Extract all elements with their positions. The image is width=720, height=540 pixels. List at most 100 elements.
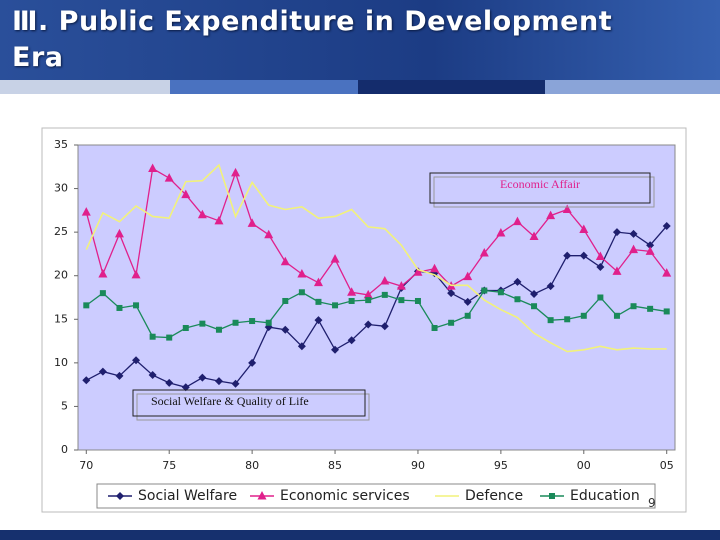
marker (81, 207, 91, 216)
marker (430, 263, 440, 273)
footer-bar (0, 530, 720, 540)
marker (563, 251, 572, 260)
marker (181, 189, 191, 199)
marker (149, 333, 156, 340)
marker (165, 378, 174, 387)
marker (364, 320, 373, 329)
marker (549, 493, 555, 499)
marker (166, 334, 173, 341)
y-tick-label: 20 (54, 269, 68, 282)
marker (114, 228, 124, 238)
marker (662, 268, 672, 277)
marker (662, 222, 671, 231)
marker (98, 367, 107, 376)
marker (248, 358, 257, 367)
marker (281, 325, 290, 334)
marker (247, 218, 257, 227)
marker (479, 248, 489, 257)
marker (513, 277, 522, 286)
marker (315, 298, 322, 305)
legend-label: Defence (465, 488, 523, 504)
marker (99, 290, 106, 297)
slide-title: Ⅲ. Public Expenditure in Development Era (12, 6, 613, 73)
marker (181, 383, 190, 392)
legend-label: Economic services (280, 488, 410, 504)
stripe (0, 80, 170, 94)
marker (529, 231, 539, 240)
marker (214, 377, 223, 386)
y-tick-label: 10 (54, 356, 68, 369)
marker (447, 289, 456, 298)
y-tick-label: 35 (54, 138, 68, 151)
marker (562, 204, 572, 213)
annotation-box (132, 389, 366, 417)
x-tick-label: 75 (162, 459, 176, 472)
marker (282, 297, 289, 304)
marker (380, 322, 389, 331)
marker (413, 267, 423, 276)
marker (630, 303, 637, 310)
marker (463, 271, 473, 281)
marker (613, 312, 620, 319)
marker (264, 229, 274, 239)
marker (496, 228, 506, 237)
marker (198, 373, 207, 382)
marker (214, 215, 224, 225)
marker (463, 297, 472, 306)
marker (332, 302, 339, 309)
marker (497, 289, 504, 296)
annotation-shadow (136, 393, 370, 421)
marker (249, 318, 256, 325)
marker (398, 297, 405, 304)
marker (164, 173, 174, 182)
marker (579, 251, 588, 260)
y-tick-label: 15 (54, 312, 68, 325)
stripe (170, 80, 358, 94)
marker (380, 275, 390, 285)
marker (182, 325, 189, 331)
marker (596, 263, 605, 271)
marker (647, 305, 654, 312)
marker (298, 289, 305, 296)
marker (132, 356, 141, 365)
marker (116, 492, 124, 500)
marker (580, 312, 587, 319)
marker (348, 297, 355, 304)
y-tick-label: 5 (61, 399, 68, 412)
x-tick-label: 95 (494, 459, 508, 472)
marker (530, 290, 539, 299)
marker (365, 297, 372, 304)
marker (564, 316, 571, 323)
marker (330, 254, 340, 263)
marker (612, 228, 621, 237)
x-tick-label: 90 (411, 459, 425, 472)
y-tick-label: 25 (54, 225, 68, 238)
annotation-box (429, 172, 651, 204)
legend-label: Education (570, 488, 640, 504)
marker (514, 296, 521, 303)
title-banner: Ⅲ. Public Expenditure in Development Era (0, 0, 720, 80)
x-tick-label: 85 (328, 459, 342, 472)
x-tick-label: 70 (79, 459, 93, 472)
annotation: Social Welfare & Quality of Life (151, 394, 309, 408)
page-number: 9 (648, 496, 656, 510)
x-tick-label: 00 (577, 459, 591, 472)
marker (83, 302, 90, 309)
marker (629, 244, 639, 254)
marker (646, 241, 655, 250)
marker (148, 163, 158, 173)
stripe (545, 80, 720, 94)
x-tick-label: 80 (245, 459, 259, 472)
marker (133, 302, 140, 309)
marker (82, 376, 91, 385)
marker (280, 256, 290, 266)
marker (98, 268, 108, 278)
marker (612, 266, 622, 275)
marker (232, 319, 239, 326)
marker (116, 304, 123, 311)
marker (197, 209, 207, 219)
marker (512, 216, 522, 226)
marker (199, 320, 206, 327)
marker (231, 167, 241, 177)
annotation-shadow (433, 176, 655, 208)
